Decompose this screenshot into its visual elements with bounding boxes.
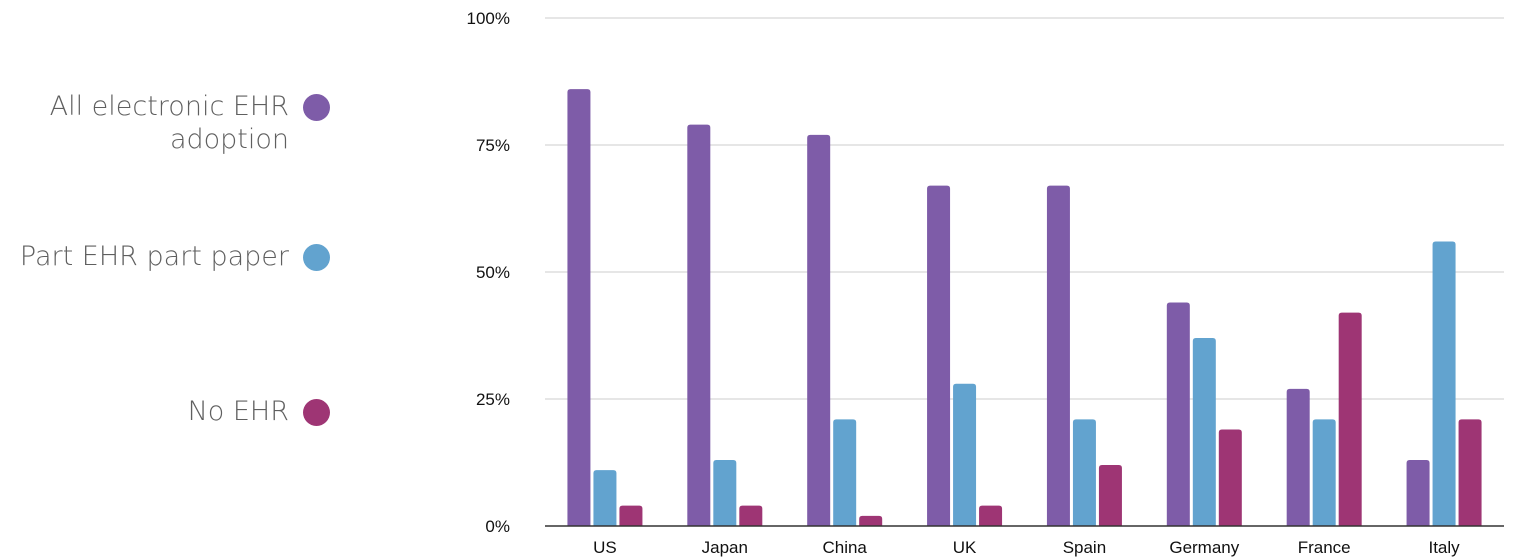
bar: [1458, 419, 1482, 526]
y-tick-label: 25%: [476, 390, 510, 409]
y-tick-label: 100%: [467, 9, 510, 28]
x-tick-label: France: [1298, 538, 1351, 557]
bar: [619, 505, 643, 526]
x-tick-label: Italy: [1428, 538, 1460, 557]
legend-dot-icon: [303, 244, 330, 271]
bar: [927, 185, 951, 526]
y-tick-label: 50%: [476, 263, 510, 282]
axes: 0% 25% 50% 75% 100% US Japan China UK Spain German…: [467, 9, 1504, 557]
x-tick-label: US: [593, 538, 617, 557]
bar: [1218, 429, 1242, 526]
legend-dot-icon: [303, 399, 330, 426]
bar: [739, 505, 763, 526]
y-tick-label: 0%: [485, 517, 510, 536]
legend-label: Part EHR part paper: [19, 241, 289, 272]
bar: [1098, 465, 1122, 526]
bar: [1166, 302, 1190, 526]
bars: [567, 89, 1482, 527]
legend-item-part-ehr: Part EHR part paper: [0, 240, 340, 273]
bar: [1072, 419, 1096, 526]
bar: [593, 470, 617, 526]
bar: [1286, 388, 1310, 526]
bar: [807, 134, 831, 526]
legend-label: No EHR: [187, 396, 289, 427]
bar: [1406, 459, 1430, 526]
bar: [1432, 241, 1456, 526]
legend: All electronic EHR adoption Part EHR par…: [0, 0, 340, 557]
bar: [859, 515, 883, 526]
legend-item-all-electronic: All electronic EHR adoption: [0, 90, 340, 156]
legend-item-no-ehr: No EHR: [0, 395, 340, 428]
bar: [713, 459, 737, 526]
x-tick-label: Japan: [702, 538, 748, 557]
y-tick-label: 75%: [476, 136, 510, 155]
bar: [687, 124, 711, 527]
bar: [1046, 185, 1070, 526]
legend-label: All electronic EHR adoption: [49, 91, 289, 155]
bar: [1312, 419, 1336, 526]
x-tick-label: Spain: [1063, 538, 1106, 557]
legend-dot-icon: [303, 94, 330, 121]
x-tick-label: China: [822, 538, 867, 557]
bar: [1338, 312, 1362, 526]
bar: [953, 383, 977, 526]
bar: [833, 419, 857, 526]
bar: [979, 505, 1003, 526]
x-tick-label: UK: [953, 538, 977, 557]
x-tick-label: Germany: [1169, 538, 1239, 557]
bar: [1192, 338, 1216, 526]
bar: [567, 89, 591, 527]
